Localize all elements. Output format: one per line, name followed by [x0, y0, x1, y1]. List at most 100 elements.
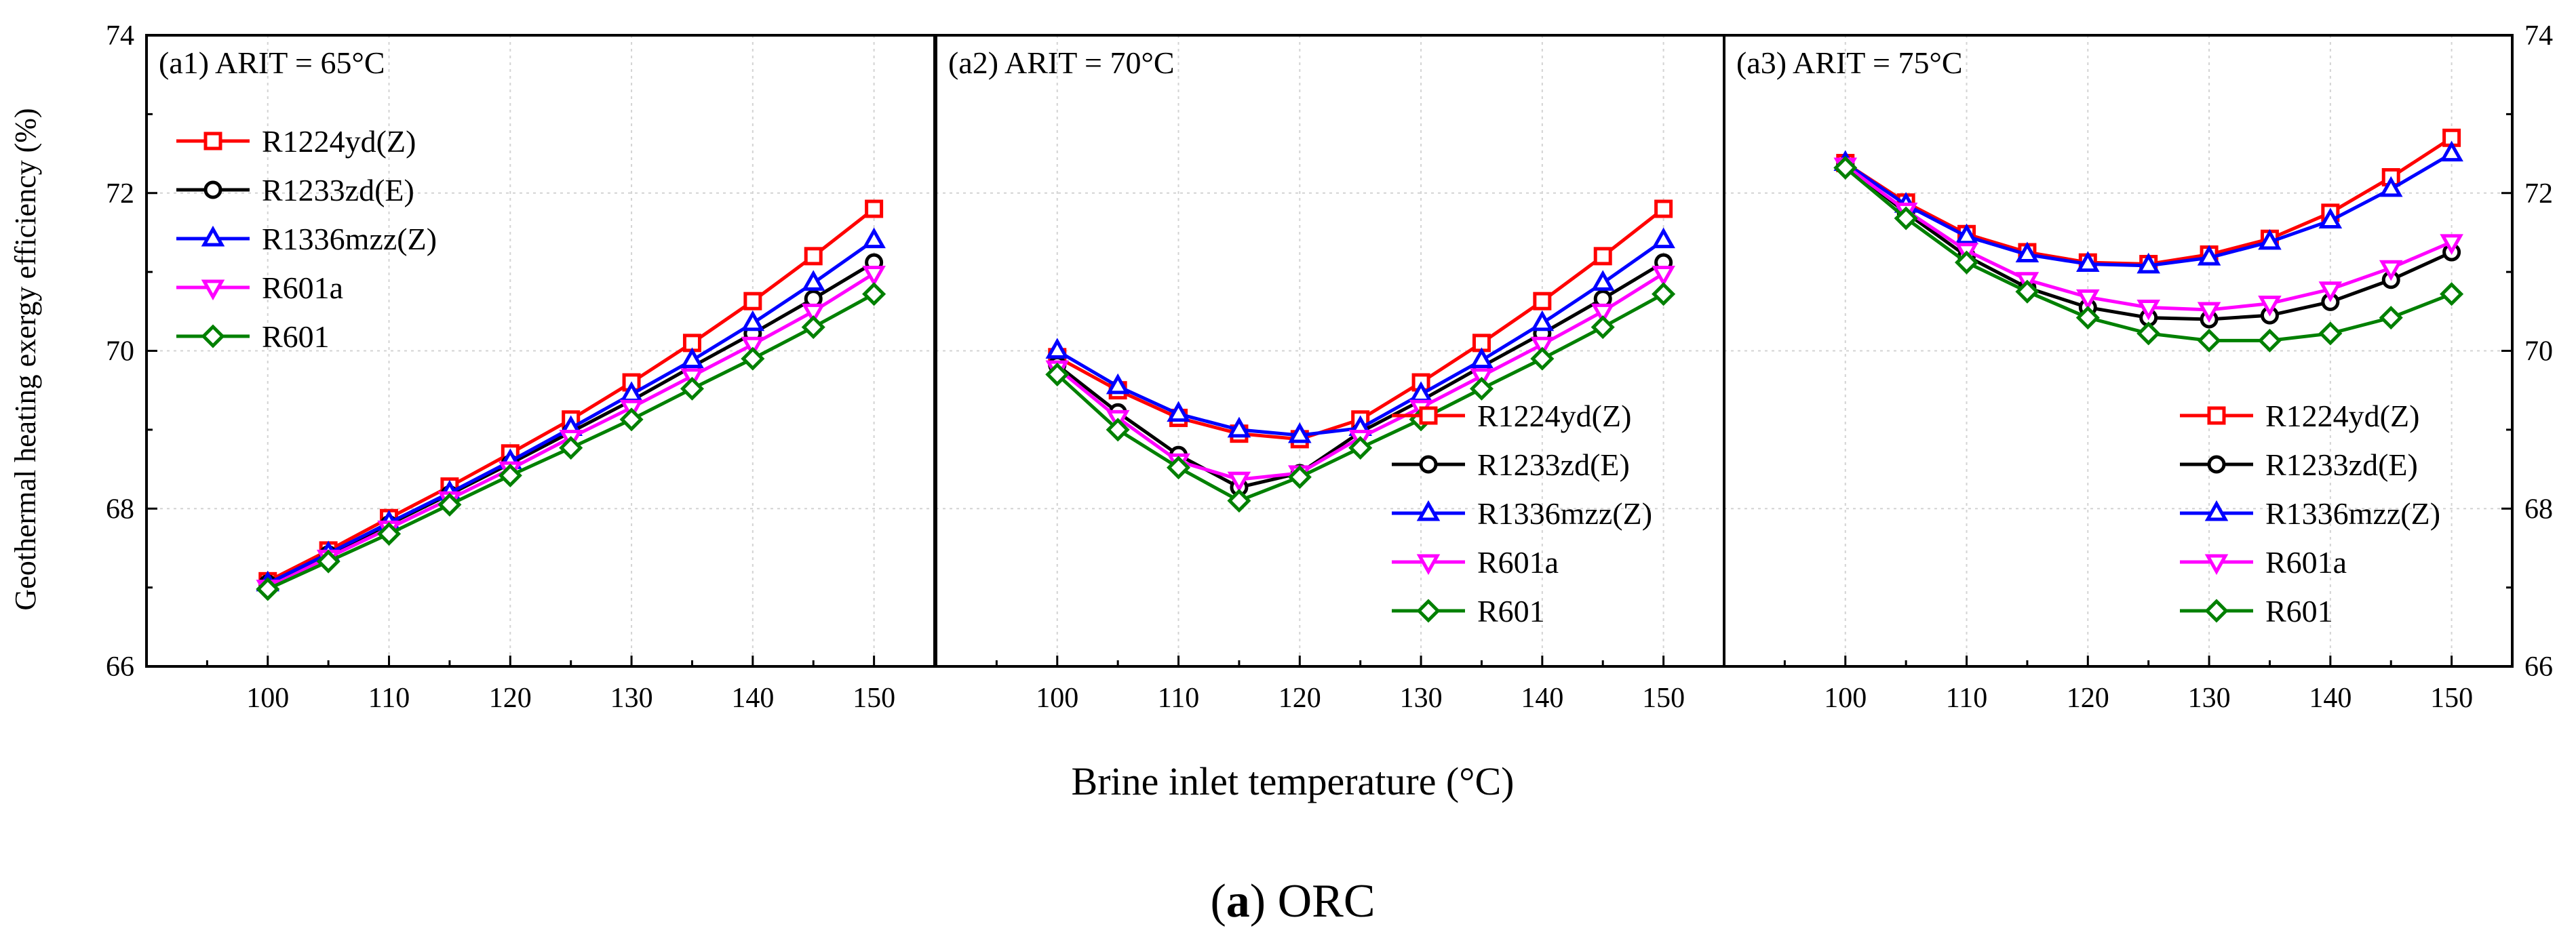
series-r601a: [1833, 157, 2463, 323]
data-point: [1955, 223, 1978, 245]
y-tick-label: 68: [106, 494, 134, 525]
data-point: [316, 549, 340, 574]
data-point: [1894, 206, 1918, 230]
data-point: [862, 265, 886, 287]
series-r601a: [256, 265, 886, 601]
x-tick-label: 110: [1946, 683, 1987, 714]
x-axis-title: Brine inlet temperature (°C): [1072, 759, 1515, 803]
data-point: [1652, 265, 1675, 287]
data-point: [741, 310, 765, 332]
data-point: [619, 407, 644, 432]
data-point: [2440, 234, 2463, 255]
legend-entry: R601: [262, 319, 330, 354]
x-tick-label: 140: [1521, 683, 1563, 714]
legend-entry: R1233zd(E): [1477, 447, 1630, 482]
data-point: [498, 463, 522, 487]
legend-entry: R601a: [262, 270, 343, 305]
panel-2: 100 110 120 130 140 150 (a2) ARIT = 70°C R1224y…: [935, 34, 1725, 714]
x-tick-label: 120: [1279, 683, 1321, 714]
legend: R1224yd(Z) R1233zd(E) R1336mzz(Z) R601a R601: [176, 124, 437, 354]
data-point: [801, 303, 825, 325]
legend-entry: R1336mzz(Z): [262, 222, 437, 256]
caption-close: ): [1250, 875, 1266, 927]
panel-3: 100 110 120 130 140 150 (a3) ARIT = 75°C R1224y…: [1723, 34, 2514, 714]
data-point: [2136, 299, 2160, 321]
legend-marker: [2207, 406, 2226, 425]
y-axis-title: Geothermal heating exergy efficiency (%): [9, 108, 42, 610]
y-tick-label: 66: [106, 651, 134, 683]
legend: R1224yd(Z) R1233zd(E) R1336mzz(Z) R601a R601: [1392, 399, 1652, 628]
data-point: [2197, 302, 2221, 323]
legend-marker: [2204, 500, 2229, 521]
legend-entry: R1224yd(Z): [262, 124, 416, 159]
data-point: [1591, 315, 1615, 340]
series-line: [1844, 136, 2453, 266]
data-point: [1106, 418, 1130, 442]
grid: [1724, 35, 2512, 667]
data-point: [741, 336, 765, 358]
data-point: [1470, 347, 1494, 368]
x-tick-label: 130: [1400, 683, 1443, 714]
data-point: [1045, 338, 1070, 359]
series-line: [267, 207, 876, 583]
y-tick-label: 72: [106, 178, 134, 209]
data-point: [1287, 465, 1312, 489]
y-axis-right-labels: 66 68 70 72 74: [2524, 20, 2553, 683]
data-point: [1469, 376, 1494, 401]
chart-panels: 100 110 120 130 140 150 (a1) ARIT = 65°C R1224y…: [145, 34, 2514, 714]
data-point: [1533, 292, 1552, 310]
data-point: [256, 577, 280, 601]
data-point: [1167, 456, 1191, 480]
data-point: [2318, 321, 2343, 346]
y-tick-label: 66: [2524, 651, 2553, 683]
x-tick-label: 150: [2430, 683, 2473, 714]
data-point: [862, 282, 886, 306]
x-tick-label: 100: [246, 683, 289, 714]
data-point: [1227, 489, 1251, 513]
series-r1224yd-z: [258, 199, 884, 590]
data-point: [2258, 228, 2282, 250]
data-point: [1593, 247, 1612, 266]
data-point: [559, 436, 583, 460]
legend-entry: R601: [1477, 594, 1545, 628]
legend-marker: [201, 279, 225, 301]
data-point: [2257, 328, 2282, 353]
legend-marker: [1419, 406, 1438, 425]
x-tick-label: 120: [489, 683, 532, 714]
x-tick-label: 110: [1158, 683, 1199, 714]
data-point: [2318, 281, 2343, 302]
legend: R1224yd(Z) R1233zd(E) R1336mzz(Z) R601a R601: [2180, 399, 2440, 628]
panel-title: (a2) ARIT = 70°C: [948, 45, 1175, 80]
data-point: [1530, 336, 1555, 358]
data-point: [437, 492, 462, 517]
y-tick-label: 68: [2524, 494, 2553, 525]
data-point: [2075, 306, 2100, 330]
x-tick-label: 120: [2067, 683, 2109, 714]
data-point: [1652, 227, 1675, 249]
data-point: [2379, 306, 2403, 330]
y-tick-label: 74: [106, 20, 134, 52]
legend-marker: [201, 324, 225, 348]
x-tick-label: 130: [2188, 683, 2231, 714]
x-tick-label: 150: [1642, 683, 1685, 714]
legend-marker: [2204, 599, 2229, 623]
series-line: [1844, 152, 2453, 268]
legend-marker: [203, 132, 222, 151]
panel-1: 100 110 120 130 140 150 (a1) ARIT = 65°C R1224y…: [145, 34, 936, 714]
data-point: [1530, 310, 1555, 332]
legend-marker: [2207, 455, 2226, 474]
data-point: [1227, 471, 1251, 493]
legend-entry: R1224yd(Z): [2265, 399, 2419, 433]
data-point: [1955, 250, 1979, 275]
legend-entry: R1336mzz(Z): [2265, 496, 2440, 531]
data-point: [801, 270, 825, 291]
data-point: [1348, 436, 1373, 460]
data-point: [680, 347, 704, 368]
y-tick-label: 70: [106, 336, 134, 367]
data-point: [377, 521, 402, 546]
x-tick-label: 140: [2309, 683, 2351, 714]
data-point: [2197, 328, 2221, 353]
data-point: [865, 199, 884, 218]
data-point: [1833, 155, 1858, 180]
legend-entry: R1224yd(Z): [1477, 399, 1631, 433]
